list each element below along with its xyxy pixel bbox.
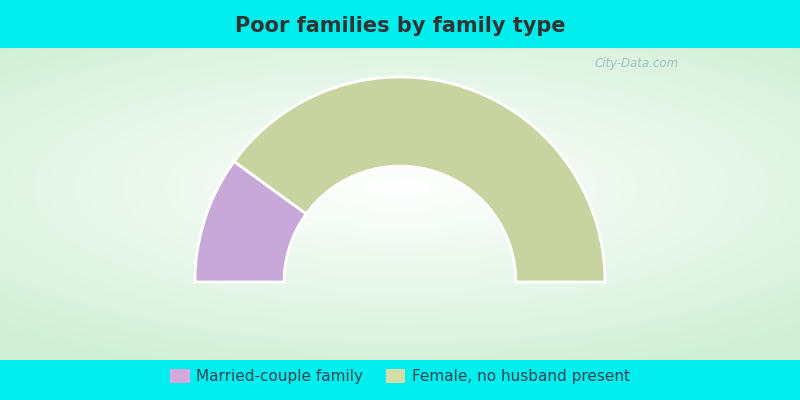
Polygon shape <box>195 162 306 282</box>
Text: City-Data.com: City-Data.com <box>594 57 678 70</box>
Polygon shape <box>234 77 605 282</box>
Legend: Married-couple family, Female, no husband present: Married-couple family, Female, no husban… <box>164 362 636 390</box>
Text: Poor families by family type: Poor families by family type <box>234 16 566 36</box>
